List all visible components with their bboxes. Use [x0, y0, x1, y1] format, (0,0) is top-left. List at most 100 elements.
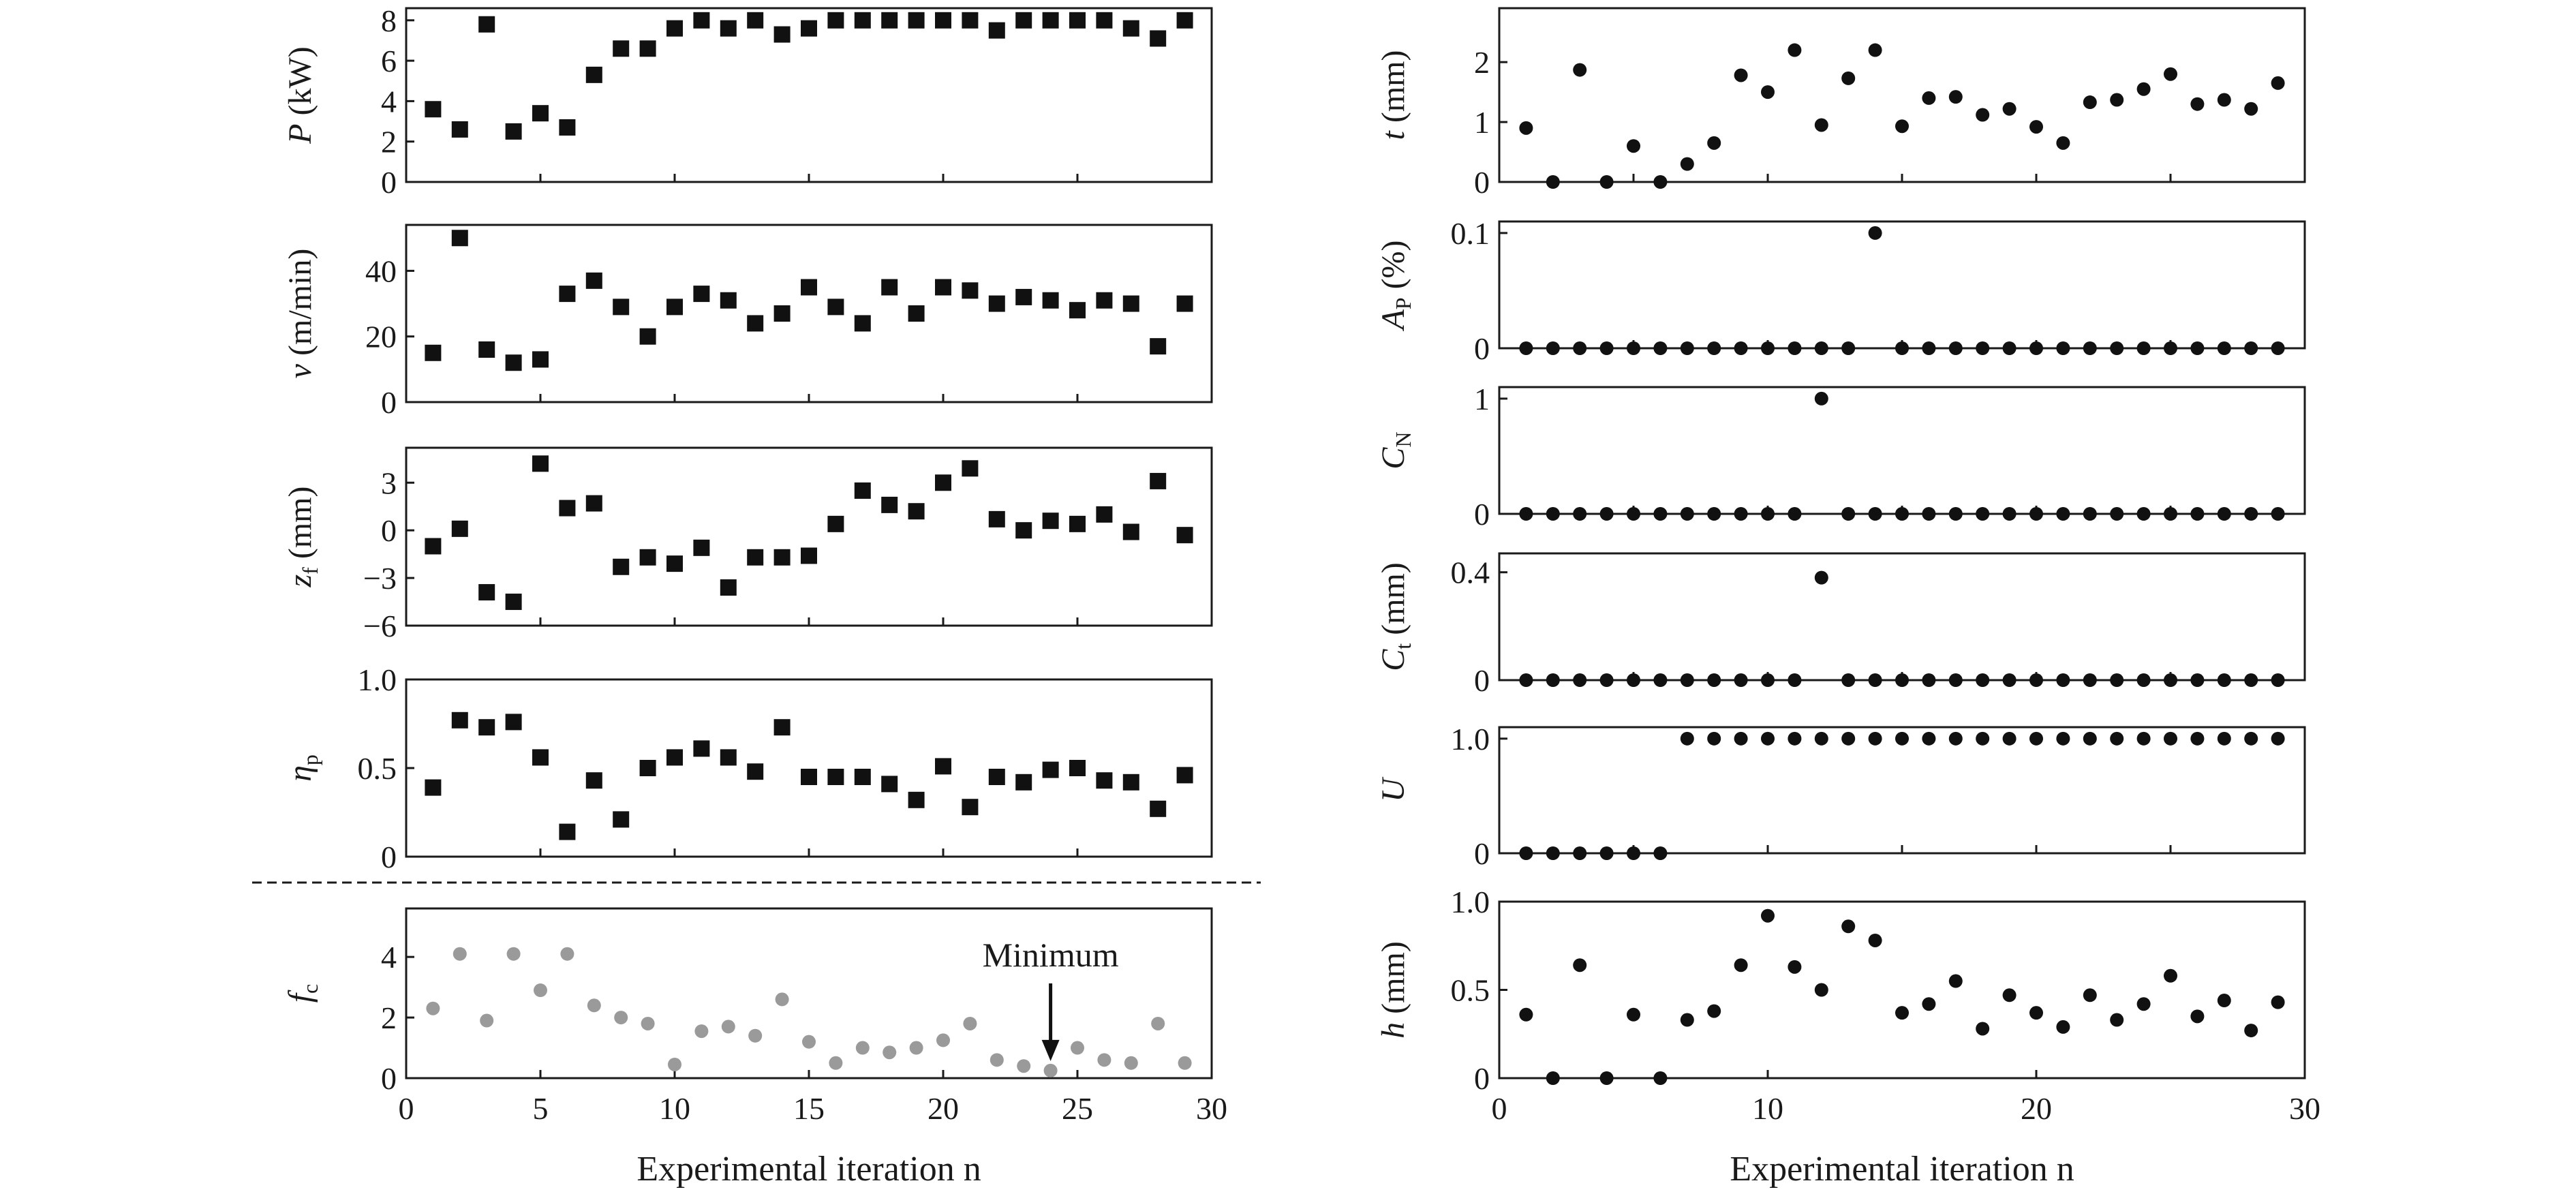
data-point-Ct-5 — [1627, 673, 1640, 687]
data-point-v-11 — [693, 286, 710, 303]
y-tick-label: 2 — [381, 125, 397, 159]
data-point-U-10 — [1761, 731, 1775, 746]
data-point-CN-20 — [2029, 507, 2043, 521]
data-point-t-2 — [1546, 175, 1560, 189]
panel-zf: −6 −3 0 3 zf (mm) — [282, 446, 1213, 643]
data-point-Ct-27 — [2217, 673, 2231, 687]
y-axis-label: h (mm) — [1375, 941, 1411, 1039]
data-point-fc-2 — [453, 947, 467, 961]
data-point-Ap-25 — [2164, 341, 2177, 355]
y-axis-unit: (kW) — [282, 46, 318, 123]
data-point-v-25 — [1069, 302, 1086, 319]
data-point-h-10 — [1761, 908, 1775, 923]
data-point-U-4 — [1599, 846, 1614, 860]
data-point-fc-5 — [534, 983, 547, 998]
data-point-h-6 — [1653, 1071, 1668, 1085]
y-axis-symbol: t — [1375, 129, 1411, 140]
data-point-eta-11 — [693, 740, 710, 757]
data-point-CN-12 — [1814, 391, 1828, 405]
data-point-Ct-4 — [1599, 673, 1614, 687]
data-point-CN-15 — [1895, 507, 1909, 521]
data-point-CN-28 — [2244, 507, 2258, 521]
data-point-Ct-8 — [1707, 673, 1721, 687]
y-tick-label: 0.1 — [1451, 216, 1490, 251]
data-point-U-26 — [2190, 731, 2205, 746]
data-point-CN-25 — [2164, 507, 2177, 521]
y-tick-label: 0.4 — [1451, 555, 1490, 590]
data-point-h-1 — [1519, 1007, 1533, 1022]
data-point-CN-19 — [2002, 507, 2017, 521]
data-point-Ct-23 — [2110, 673, 2124, 687]
data-point-zf-24 — [1042, 512, 1059, 530]
data-point-zf-18 — [881, 496, 898, 513]
data-point-Ap-24 — [2136, 341, 2151, 355]
data-point-t-10 — [1761, 85, 1775, 99]
data-point-Ap-5 — [1627, 341, 1640, 355]
data-point-fc-15 — [802, 1035, 816, 1049]
y-tick-label: 1 — [1474, 382, 1490, 416]
data-point-U-15 — [1895, 731, 1909, 746]
data-point-P-6 — [559, 119, 576, 136]
x-tick-label: 20 — [927, 1091, 959, 1126]
data-point-CN-10 — [1761, 507, 1775, 521]
data-point-Ap-9 — [1734, 341, 1748, 355]
plot-frame — [1498, 220, 2306, 350]
data-point-h-22 — [2083, 988, 2097, 1002]
data-point-eta-12 — [720, 749, 737, 766]
y-axis-label: AP (%) — [1375, 240, 1415, 331]
data-point-CN-27 — [2217, 507, 2231, 521]
data-point-P-17 — [854, 12, 871, 29]
data-point-t-6 — [1653, 175, 1668, 189]
data-point-U-13 — [1841, 731, 1856, 746]
data-point-fc-7 — [587, 998, 601, 1013]
data-point-Ct-14 — [1868, 673, 1882, 687]
y-axis-label: t (mm) — [1375, 50, 1411, 140]
data-point-t-23 — [2110, 93, 2124, 107]
data-point-v-1 — [425, 344, 442, 361]
y-tick-label: 4 — [381, 84, 397, 119]
minimum-annotation-label: Minimum — [983, 936, 1119, 974]
plot-frame — [1498, 726, 2306, 855]
data-point-fc-3 — [480, 1013, 494, 1028]
data-point-P-10 — [666, 20, 683, 37]
data-point-P-2 — [451, 121, 468, 138]
data-point-h-19 — [2002, 988, 2017, 1002]
data-point-zf-7 — [585, 495, 602, 512]
data-point-zf-4 — [505, 594, 522, 611]
panel-v: 0 20 40 v (m/min) — [282, 224, 1213, 420]
y-tick-label: 0 — [1474, 1061, 1490, 1096]
data-point-Ct-24 — [2136, 673, 2151, 687]
data-point-U-29 — [2271, 731, 2285, 746]
data-point-U-2 — [1546, 846, 1560, 860]
data-point-Ct-16 — [1922, 673, 1936, 687]
data-point-U-14 — [1868, 731, 1882, 746]
data-point-Ap-1 — [1519, 341, 1533, 355]
panel-CN: 0 1 CN — [1375, 382, 2306, 532]
data-point-v-6 — [559, 286, 576, 303]
data-point-P-24 — [1042, 12, 1059, 29]
y-axis-unit: (mm) — [282, 487, 318, 568]
data-point-zf-16 — [827, 515, 844, 532]
data-point-v-10 — [666, 298, 683, 316]
data-point-U-22 — [2083, 731, 2097, 746]
panel-t: 0 1 2 t (mm) — [1375, 7, 2306, 200]
data-point-eta-6 — [559, 823, 576, 840]
data-point-CN-13 — [1841, 507, 1856, 521]
y-axis-unit: (mm) — [1375, 562, 1411, 643]
data-point-Ct-6 — [1653, 673, 1668, 687]
data-point-Ct-28 — [2244, 673, 2258, 687]
data-point-U-5 — [1627, 846, 1640, 860]
data-point-h-12 — [1814, 983, 1828, 997]
plot-frame — [1498, 386, 2306, 515]
data-point-U-25 — [2164, 731, 2177, 746]
data-point-h-24 — [2136, 997, 2151, 1011]
data-point-U-7 — [1680, 731, 1694, 746]
data-point-t-12 — [1814, 118, 1828, 132]
data-point-fc-24 — [1043, 1063, 1058, 1077]
data-point-v-29 — [1176, 295, 1193, 312]
data-point-t-21 — [2056, 136, 2070, 150]
data-point-Ap-2 — [1546, 341, 1560, 355]
y-tick-label: −6 — [363, 609, 397, 643]
data-point-fc-1 — [426, 1001, 440, 1015]
data-point-h-18 — [1976, 1022, 1990, 1036]
